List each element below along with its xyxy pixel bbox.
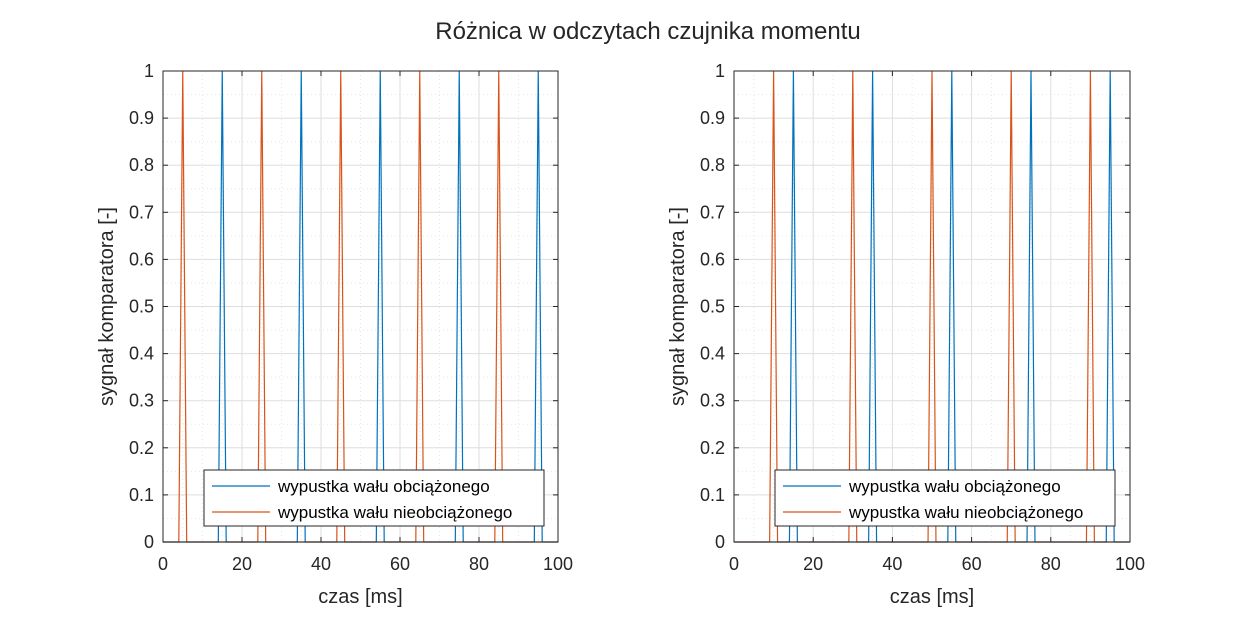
y-tick-label: 0.8 bbox=[129, 155, 154, 175]
y-tick-label: 0.3 bbox=[129, 391, 154, 411]
y-tick-label: 0.5 bbox=[129, 297, 154, 317]
y-tick-label: 0.4 bbox=[129, 344, 154, 364]
y-tick-label: 0 bbox=[715, 532, 725, 552]
y-tick-label: 0.9 bbox=[129, 108, 154, 128]
legend-box bbox=[203, 469, 545, 527]
y-tick-label: 1 bbox=[715, 61, 725, 81]
legend-label-2: wypustka wału nieobciążonego bbox=[277, 503, 512, 522]
x-tick-label: 40 bbox=[311, 554, 331, 574]
legend-box bbox=[774, 469, 1116, 527]
y-tick-label: 0.7 bbox=[129, 202, 154, 222]
x-tick-label: 60 bbox=[962, 554, 982, 574]
legend-label-1: wypustka wału obciążonego bbox=[848, 477, 1061, 496]
legend: wypustka wału obciążonego wypustka wału n… bbox=[203, 469, 545, 527]
y-tick-label: 0.2 bbox=[700, 438, 725, 458]
y-tick-label: 0.6 bbox=[700, 249, 725, 269]
y-tick-label: 0 bbox=[144, 532, 154, 552]
y-tick-label: 0.7 bbox=[700, 202, 725, 222]
x-tick-label: 80 bbox=[469, 554, 489, 574]
x-tick-label: 100 bbox=[543, 554, 573, 574]
x-tick-label: 20 bbox=[803, 554, 823, 574]
x-tick-label: 20 bbox=[232, 554, 252, 574]
y-tick-label: 0.1 bbox=[129, 485, 154, 505]
x-axis-label: czas [ms] bbox=[890, 586, 974, 608]
figure-title: Różnica w odczytach czujnika momentu bbox=[435, 18, 861, 45]
legend-label-2: wypustka wału nieobciążonego bbox=[848, 503, 1083, 522]
x-tick-label: 100 bbox=[1115, 554, 1145, 574]
plot-2: 0 20 40 60 80 100 0 0.1 0.2 0.3 0.4 0.5 0.6 0.7 0.8 0.9… bbox=[667, 61, 1145, 608]
x-tick-label: 0 bbox=[729, 554, 739, 574]
y-axis-label: sygnał komparatora [-] bbox=[96, 207, 118, 406]
y-tick-label: 0.1 bbox=[700, 485, 725, 505]
legend-label-1: wypustka wału obciążonego bbox=[277, 477, 490, 496]
y-tick-label: 0.5 bbox=[700, 297, 725, 317]
y-tick-label: 0.8 bbox=[700, 155, 725, 175]
y-tick-label: 0.6 bbox=[129, 249, 154, 269]
x-tick-label: 60 bbox=[390, 554, 410, 574]
legend: wypustka wału obciążonego wypustka wału n… bbox=[774, 469, 1116, 527]
y-tick-label: 0.3 bbox=[700, 391, 725, 411]
y-tick-label: 0.9 bbox=[700, 108, 725, 128]
y-tick-label: 0.2 bbox=[129, 438, 154, 458]
x-tick-label: 80 bbox=[1041, 554, 1061, 574]
plot-1: 0 20 40 60 80 100 0 0.1 0.2 0.3 0.4 0.5 0.6 0.7 0.8 0.9… bbox=[96, 61, 573, 608]
x-tick-label: 0 bbox=[158, 554, 168, 574]
x-axis-label: czas [ms] bbox=[318, 586, 402, 608]
y-tick-label: 1 bbox=[144, 61, 154, 81]
y-axis-label: sygnał komparatora [-] bbox=[667, 207, 689, 406]
x-tick-label: 40 bbox=[882, 554, 902, 574]
y-tick-label: 0.4 bbox=[700, 344, 725, 364]
